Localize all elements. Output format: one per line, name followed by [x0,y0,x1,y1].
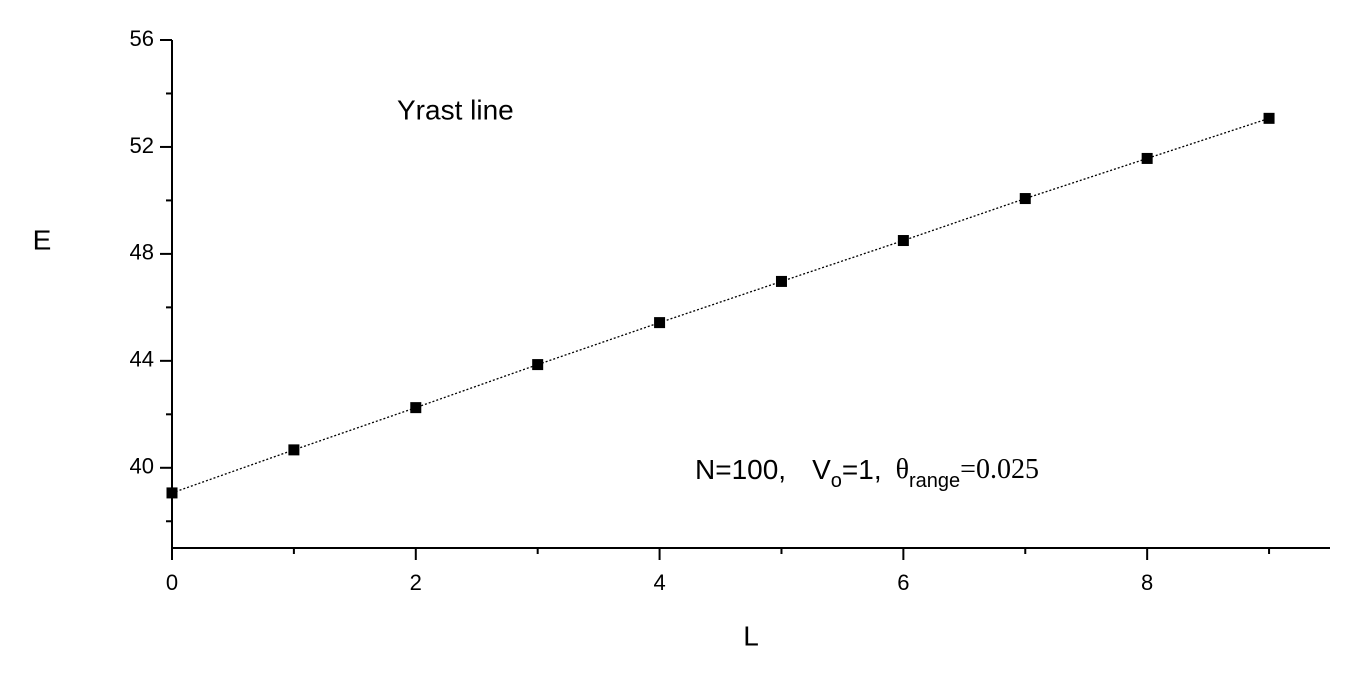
data-point [1263,112,1275,124]
data-point [897,235,909,247]
data-point [288,444,300,456]
y-tick-label: 52 [130,133,154,158]
parameters: N=100, Vo=1, θrange=0.025 [695,454,1039,492]
y-tick-label: 48 [130,240,154,265]
param-subscript: o [831,470,842,492]
data-point [532,359,544,371]
y-tick-label: 44 [130,347,154,372]
param-text: N=100, [695,454,786,485]
data-point [1019,193,1031,205]
data-point [410,402,422,414]
param-subscript: range [909,470,960,492]
param-text: θ [896,454,909,485]
data-point [775,275,787,287]
param-text: =0.025 [960,454,1039,485]
x-tick-label: 6 [897,570,909,595]
data-point [166,487,178,499]
y-tick-label: 40 [130,454,154,479]
data-point [1141,152,1153,164]
x-tick-label: 4 [653,570,665,595]
y-tick-label: 56 [130,26,154,51]
data-point [654,317,666,329]
param-text: =1, [842,454,882,485]
x-tick-label: 2 [410,570,422,595]
param-text: V [812,454,831,485]
x-axis-label: L [743,620,759,651]
x-tick-label: 0 [166,570,178,595]
x-tick-label: 8 [1141,570,1153,595]
data-line [171,117,1270,494]
annotation: Yrast line [397,94,514,125]
y-axis-label: E [33,224,52,255]
